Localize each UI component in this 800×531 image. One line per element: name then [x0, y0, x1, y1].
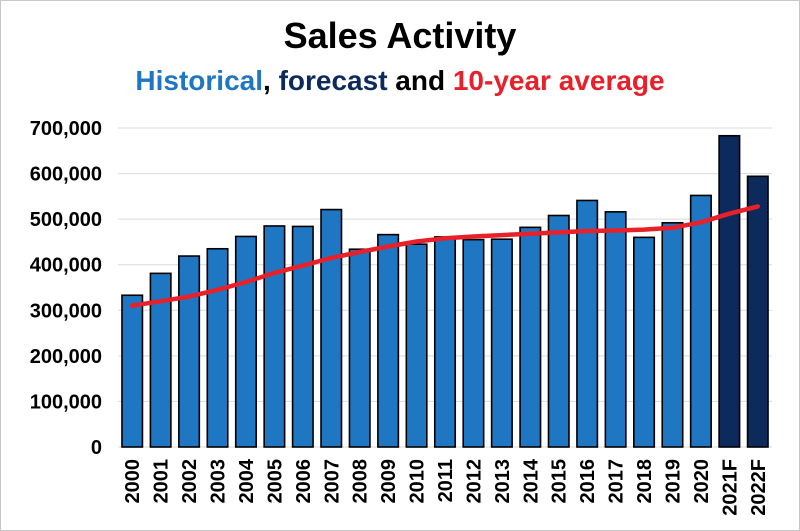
bar-2015 — [547, 214, 570, 448]
x-tick-label: 2011 — [435, 459, 457, 502]
x-tick-label: 2021F — [719, 459, 741, 516]
x-tick-label: 2008 — [350, 459, 372, 504]
ten-year-average-line — [129, 204, 761, 308]
chart-title: Sales Activity — [283, 15, 517, 56]
bar-2017 — [604, 211, 627, 448]
x-tick-label: 2006 — [293, 459, 315, 504]
subtitle-part: Historical — [135, 65, 264, 96]
bar-2013 — [490, 238, 513, 448]
y-axis: 0 100,000 200,000 300,000 400,000 500,000 600,… — [30, 118, 102, 459]
x-tick-label: 2022F — [748, 459, 770, 516]
x-tick-label: 2007 — [321, 459, 343, 504]
bar-2000 — [121, 294, 144, 448]
x-tick-label: 2017 — [606, 459, 628, 504]
bar-2012 — [462, 238, 485, 448]
y-tick-label: 100,000 — [30, 391, 102, 413]
x-tick-label: 2018 — [634, 459, 656, 504]
x-tick-label: 2014 — [520, 458, 542, 503]
bars — [121, 134, 769, 448]
x-tick-label: 2010 — [407, 459, 429, 504]
subtitle-part: 10-year average — [452, 65, 665, 96]
x-tick-label: 2015 — [549, 459, 571, 504]
y-tick-label: 200,000 — [30, 346, 102, 368]
bar-2022F — [746, 175, 769, 448]
bar-2016 — [576, 199, 599, 448]
x-tick-label: 2009 — [378, 459, 400, 504]
x-tick-label: 2003 — [208, 459, 230, 504]
y-tick-label: 0 — [91, 437, 102, 459]
bar-2021F — [718, 134, 741, 448]
bar-2005 — [263, 225, 286, 448]
bar-2006 — [291, 225, 314, 448]
bar-2019 — [661, 221, 684, 448]
x-tick-label: 2004 — [236, 458, 258, 503]
subtitle-part: , — [263, 65, 279, 96]
x-tick-label: 2000 — [122, 459, 144, 504]
x-tick-label: 2013 — [492, 459, 514, 504]
y-tick-label: 600,000 — [30, 164, 102, 186]
y-tick-label: 700,000 — [30, 118, 102, 140]
x-tick-label: 2020 — [691, 459, 713, 504]
bar-2002 — [178, 255, 201, 448]
bar-2014 — [519, 226, 542, 448]
subtitle-part: forecast — [278, 65, 388, 96]
bar-2011 — [433, 236, 457, 448]
chart-subtitle: Historical, forecast and 10-year average — [1, 65, 799, 97]
bar-2007 — [320, 208, 343, 448]
x-tick-label: 2002 — [179, 459, 201, 504]
bar-2020 — [689, 194, 712, 448]
y-tick-label: 500,000 — [30, 209, 102, 231]
x-tick-label: 2019 — [662, 459, 684, 504]
bar-2003 — [206, 247, 229, 448]
bar-2018 — [633, 236, 656, 448]
bar-2004 — [234, 235, 257, 448]
x-tick-label: 2001 — [151, 459, 173, 504]
bar-2008 — [348, 248, 371, 448]
x-tick-label: 2005 — [264, 459, 286, 504]
x-tick-label: 2016 — [577, 459, 599, 504]
bar-2010 — [405, 243, 428, 448]
average-line — [129, 204, 761, 308]
x-tick-label: 2012 — [463, 459, 485, 504]
bar-2001 — [149, 272, 172, 448]
bar-2009 — [377, 233, 400, 448]
y-tick-label: 400,000 — [30, 255, 102, 277]
y-tick-label: 300,000 — [30, 300, 102, 322]
x-axis: 2000 2001 2002 2003 2004 2005 2006 2007 2008 2009… — [122, 458, 770, 516]
subtitle-part: and — [387, 65, 453, 96]
